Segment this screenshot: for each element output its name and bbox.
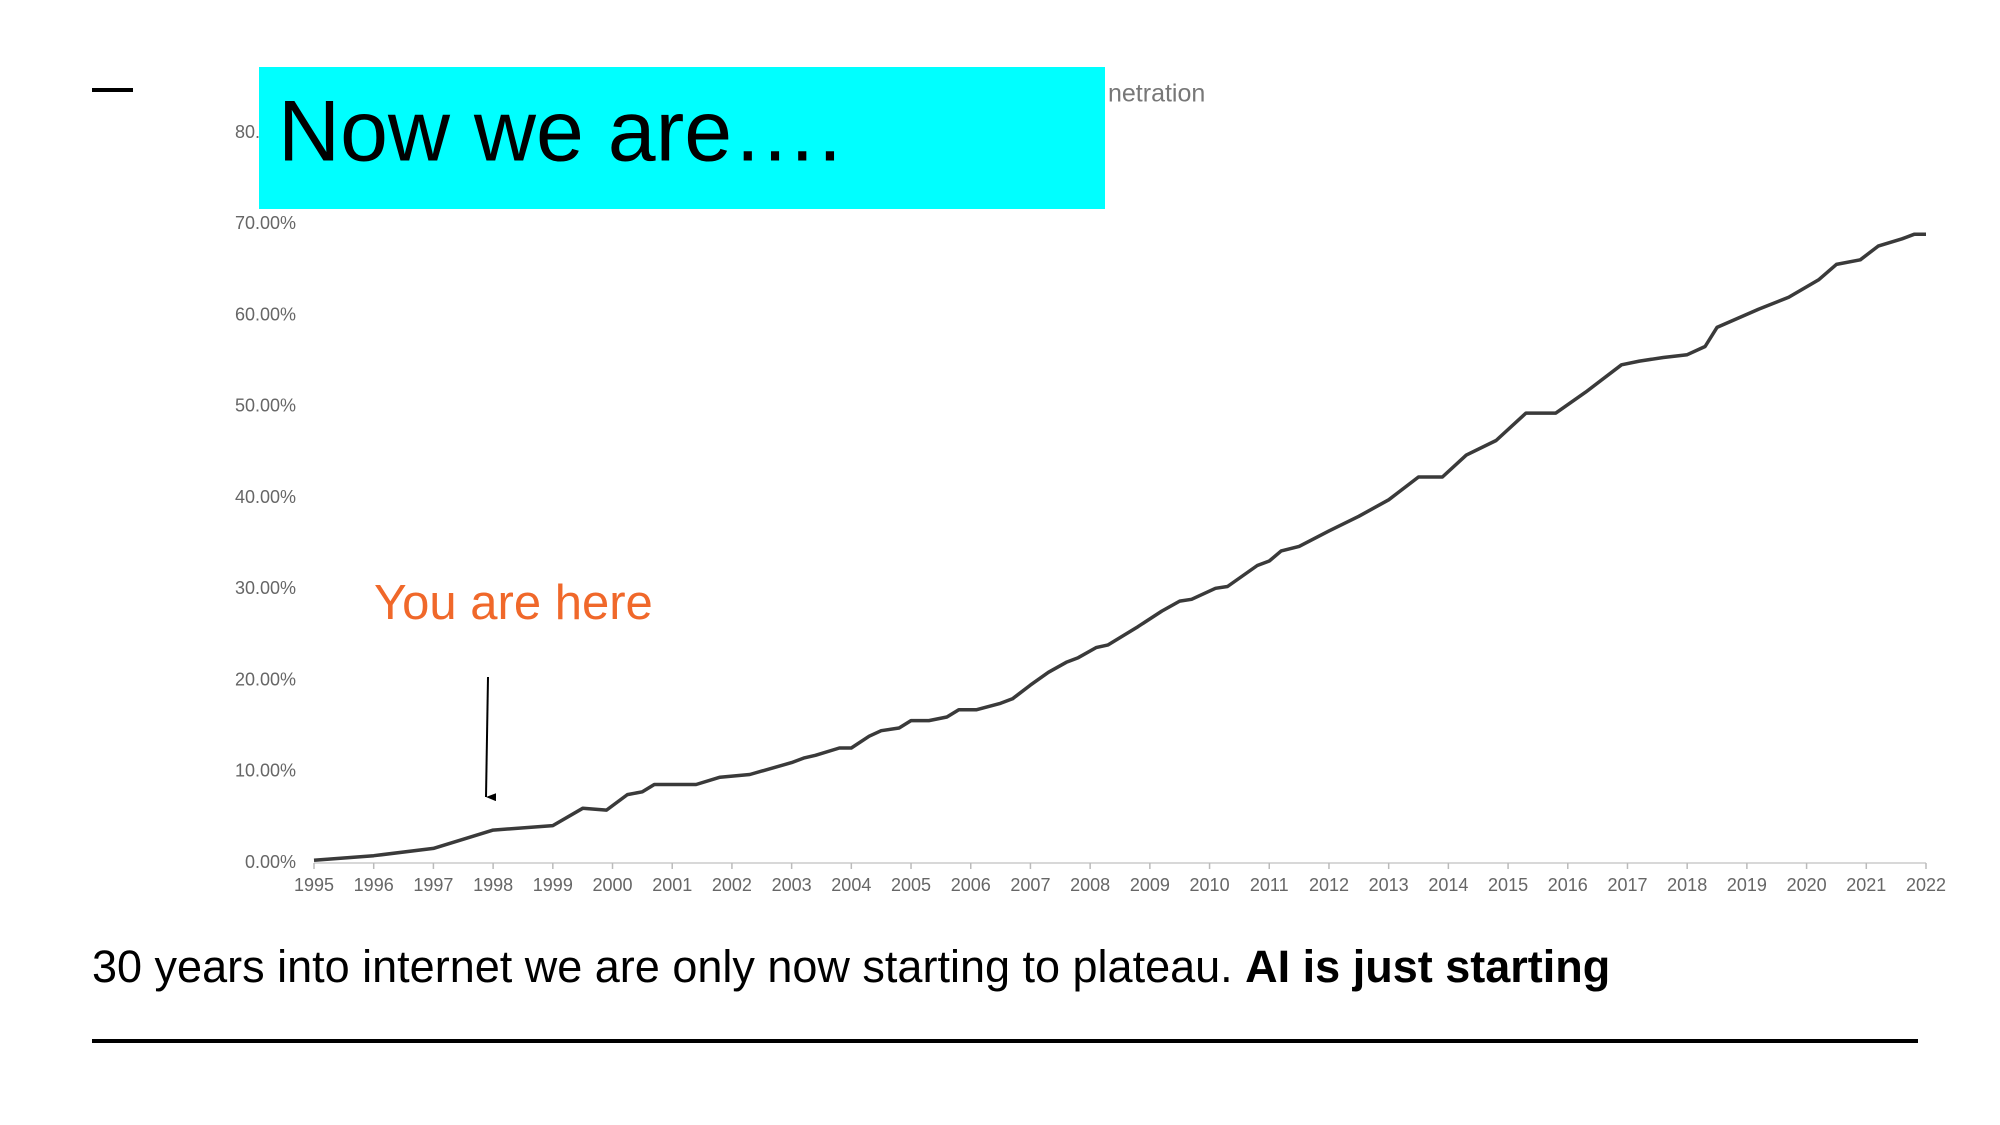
x-tick-label: 2003 [772,875,812,895]
x-tick-label: 2018 [1667,875,1707,895]
x-tick-label: 2002 [712,875,752,895]
annotation: You are here [374,576,653,630]
x-tick-label: 2021 [1846,875,1886,895]
x-tick-label: 2004 [831,875,871,895]
caption-text: 30 years into internet we are only now s… [92,941,1245,992]
x-tick-label: 2011 [1250,875,1289,895]
y-tick-label: 50.00% [235,396,296,416]
x-tick-label: 2006 [951,875,991,895]
x-tick-label: 2013 [1369,875,1409,895]
y-tick-label: 30.00% [235,578,296,598]
x-tick-label: 2019 [1727,875,1767,895]
x-tick-label: 2008 [1070,875,1110,895]
data-line [313,232,1926,863]
x-tick-label: 2022 [1906,875,1946,895]
y-tick-label: 60.00% [235,304,296,324]
x-tick-label: 2014 [1428,875,1468,895]
x-tick-label: 2009 [1130,875,1170,895]
x-tick-label: 1999 [533,875,573,895]
y-tick-label: 20.00% [235,669,296,689]
heading: Now we are…. [278,84,842,180]
y-tick-label: 40.00% [235,487,296,507]
plot: 0.00% 10.00% 20.00% 30.00% 40.00% 50.00% 60.00… [235,122,1946,895]
chart-title: netration [1108,80,1205,108]
x-tick-label: 2015 [1488,875,1528,895]
x-tick-label: 2007 [1010,875,1050,895]
x-tick-label: 2005 [891,875,931,895]
heading-box [259,67,1105,209]
caption: 30 years into internet we are only now s… [92,941,1610,992]
x-tick-label: 2012 [1309,875,1349,895]
x-tick-label: 2020 [1787,875,1827,895]
x-tick-label: 1997 [413,875,453,895]
x-tick-label: 1996 [354,875,394,895]
y-tick-label: 10.00% [235,761,296,781]
x-tick-label: 1998 [473,875,513,895]
x-tick-label: 1995 [294,875,334,895]
x-tick-label: 2017 [1607,875,1647,895]
x-tick-label: 2001 [652,875,692,895]
x-tick-label: 2000 [592,875,632,895]
annotation-arrow [485,676,497,802]
y-tick-label: 70.00% [235,213,296,233]
x-tick-label: 2016 [1548,875,1588,895]
x-tick-label: 2010 [1190,875,1230,895]
y-tick-label: 0.00% [245,852,296,872]
caption-bold: AI is just starting [1245,941,1610,992]
